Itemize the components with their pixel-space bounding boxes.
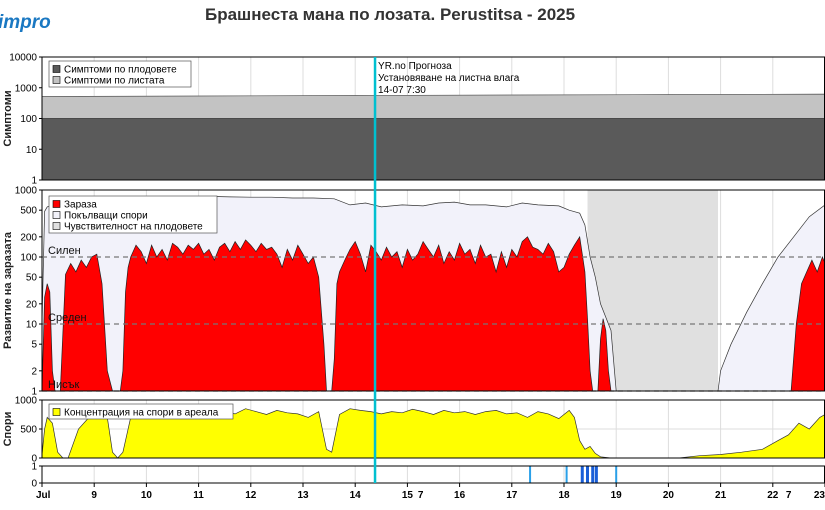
infection-ytick-label: 1000 — [15, 186, 38, 197]
level-label: Нисък — [48, 379, 79, 391]
level-label: Силен — [48, 245, 81, 257]
spores-legend-swatch — [52, 408, 61, 416]
infection-ytick-label: 2 — [31, 366, 37, 377]
wetness-panel-bg — [42, 466, 825, 483]
fruit-symptoms-area — [41, 118, 825, 181]
infection-ytick-label: 50 — [26, 273, 38, 284]
wetness-bar — [565, 466, 568, 483]
x-tick-label: 12 — [245, 490, 257, 501]
infection-ylabel: Развитие на заразата — [2, 231, 14, 349]
x-tick-label: 9 — [91, 490, 97, 501]
x-tick-label: 19 — [611, 490, 623, 501]
wetness-bar — [580, 466, 584, 483]
chart-title: Брашнеста мана по лозата. Perustitsa - 2… — [205, 5, 575, 24]
infection-legend-swatch — [52, 200, 61, 208]
x-tick-extra-label: 7 — [418, 490, 424, 501]
x-tick-label: 20 — [663, 490, 675, 501]
infection-ytick-label: 200 — [20, 232, 37, 243]
spores-ylabel: Спори — [2, 412, 14, 447]
infection-legend-box — [48, 195, 218, 234]
forecast-label: YR.no Прогноза — [378, 61, 452, 72]
infection-legend-label: Зараза — [64, 200, 97, 211]
x-tick-label: 22 — [767, 490, 779, 501]
x-tick-label: 14 — [350, 490, 362, 501]
infection-area — [41, 235, 825, 392]
level-label: Среден — [48, 312, 87, 324]
x-tick-label: 15 — [402, 490, 414, 501]
x-tick-label: 13 — [297, 490, 309, 501]
x-tick-label: 16 — [454, 490, 466, 501]
infection-legend-label: Покълващи спори — [64, 211, 148, 222]
x-tick-label: 10 — [141, 490, 153, 501]
forecast-label: 14-07 7:30 — [378, 85, 426, 96]
symptoms-ylabel: Симптоми — [2, 90, 14, 146]
logo-text: impro — [0, 12, 51, 33]
symptoms-legend-label: Симптоми по листата — [64, 76, 165, 87]
spores-ytick-label: 0 — [31, 454, 37, 465]
x-tick-label: 23 — [814, 490, 825, 501]
infection-ytick-label: 1 — [31, 387, 37, 398]
infection-ytick-label: 500 — [20, 206, 37, 217]
forecast-label: Установяване на листна влага — [378, 73, 520, 84]
wetness-bar — [591, 466, 595, 483]
wetness-bar — [594, 466, 598, 483]
infection-ytick-label: 20 — [26, 299, 38, 310]
spores-legend-box — [48, 403, 234, 420]
wetness-bar — [615, 466, 618, 483]
wetness-ytick-label: 1 — [31, 462, 37, 473]
wetness-ytick-label: 0 — [31, 479, 37, 490]
symptoms-legend-swatch — [52, 76, 61, 84]
infection-legend-swatch — [52, 222, 61, 230]
symptoms-ytick-label: 100 — [20, 114, 37, 125]
x-tick-label: 21 — [715, 490, 727, 501]
symptoms-ytick-label: 1000 — [15, 83, 38, 94]
spores-legend-label: Концентрация на спори в ареала — [64, 408, 219, 419]
symptoms-ytick-label: 1 — [31, 176, 37, 187]
spores-ytick-label: 1000 — [15, 396, 38, 407]
infection-legend-label: Чувствителност на плодовете — [64, 222, 203, 233]
infection-ytick-label: 10 — [26, 320, 38, 331]
symptoms-legend-box — [48, 60, 192, 88]
wetness-bar — [529, 466, 532, 483]
spores-ytick-label: 500 — [20, 425, 37, 436]
infection-legend-swatch — [52, 211, 61, 219]
x-tick-label: 17 — [506, 490, 518, 501]
symptoms-ytick-label: 10000 — [9, 53, 37, 64]
infection-ytick-label: 100 — [20, 253, 37, 264]
symptoms-legend-label: Симптоми по плодовете — [64, 65, 177, 76]
wetness-bar — [585, 466, 589, 483]
symptoms-ytick-label: 10 — [26, 145, 38, 156]
symptoms-legend-swatch — [52, 65, 61, 73]
x-tick-label: Jul — [36, 490, 51, 501]
x-tick-label: 18 — [558, 490, 570, 501]
x-tick-extra-label: 7 — [786, 490, 792, 501]
x-tick-label: 11 — [193, 490, 204, 501]
infection-ytick-label: 5 — [31, 340, 37, 351]
